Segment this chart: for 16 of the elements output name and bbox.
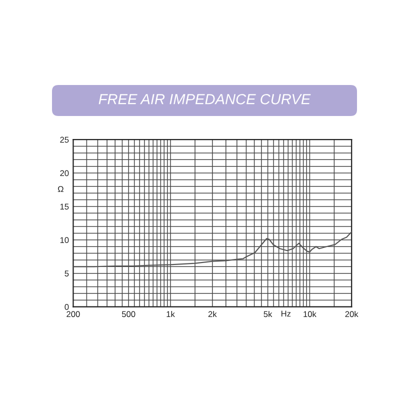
- x-axis-title: Hz: [281, 310, 291, 317]
- x-tick-label: 20k: [345, 310, 358, 318]
- y-tick-label: 10: [60, 237, 69, 244]
- y-tick-label: 5: [64, 270, 69, 276]
- x-tick-label: 1k: [166, 310, 175, 318]
- y-tick-label: 0: [64, 304, 69, 310]
- x-tick-label: 10k: [304, 310, 316, 318]
- x-tick-label: 200: [66, 311, 80, 318]
- y-tick-label: 15: [60, 204, 69, 210]
- y-tick-label: 25: [60, 136, 69, 143]
- x-tick-label: 500: [122, 311, 136, 318]
- x-tick-label: 2k: [208, 310, 217, 318]
- y-tick-label: 20: [60, 170, 69, 176]
- x-tick-label: 5k: [264, 310, 272, 318]
- y-axis-title: Ω: [58, 186, 64, 192]
- chart-title: FREE AIR IMPEDANCE CURVE: [98, 94, 311, 104]
